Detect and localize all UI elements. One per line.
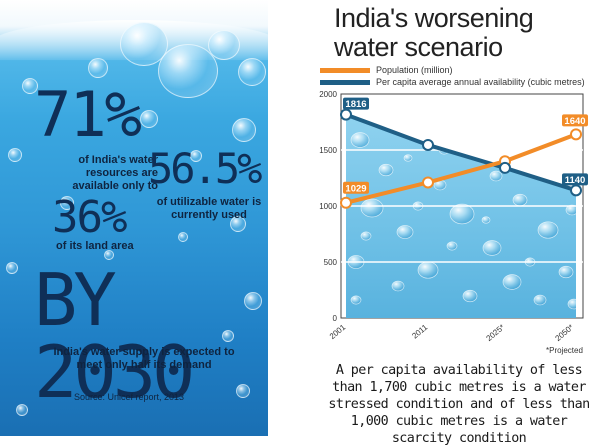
data-label-box (562, 114, 588, 127)
water-droplet (512, 193, 528, 207)
water-droplet (396, 225, 414, 239)
water-droplet (533, 294, 547, 306)
stat-71-percent: 71% (34, 78, 142, 151)
water-droplet (558, 265, 574, 279)
series-line-population (345, 132, 577, 205)
bubble (238, 58, 266, 86)
left-panel: 71% of India's water resources are avail… (0, 0, 268, 436)
data-point (422, 176, 434, 189)
headline-by-2030: BY 2030 (34, 258, 195, 414)
water-droplet (565, 204, 576, 216)
bubble (104, 250, 114, 260)
water-droplet (489, 170, 503, 182)
data-label: 1029 (345, 183, 366, 194)
chart-description: A per capita availability of less than 1… (328, 363, 590, 446)
bubble (222, 330, 234, 342)
legend-label-availability: Per capita average annual availability (… (376, 77, 585, 87)
data-point (570, 184, 582, 197)
bubble (230, 216, 246, 232)
water-droplet (377, 114, 391, 124)
water-droplet (433, 179, 447, 191)
water-droplet (567, 298, 576, 310)
data-point (499, 161, 511, 174)
stat-56-percent: 56.5% (148, 144, 262, 193)
water-droplet (403, 154, 413, 162)
data-point (340, 108, 352, 121)
y-tick-label: 1000 (319, 202, 337, 211)
data-point (340, 196, 352, 209)
legend-swatch-availability (320, 79, 370, 85)
bubble (140, 110, 158, 128)
bubble (190, 150, 202, 162)
x-tick-label: 2050* (553, 323, 575, 343)
bubble (158, 44, 218, 98)
water-droplet (360, 231, 372, 241)
legend-item-availability: Per capita average annual availability (… (320, 76, 600, 88)
x-tick-label: 2025* (484, 323, 506, 343)
source-note: Source: Unicef report, 2013 (74, 392, 185, 402)
bubble (6, 262, 18, 274)
y-tick-label: 2000 (319, 90, 337, 99)
water-droplet (537, 221, 559, 239)
water-droplet (446, 241, 458, 251)
chart-title: India's worsening water scenario (334, 3, 534, 62)
y-tick-label: 0 (333, 314, 338, 323)
bubble (178, 232, 188, 242)
stat-56-caption: of utilizable water is currently used (156, 196, 262, 221)
data-label: 1816 (345, 99, 366, 110)
projected-footnote: *Projected (546, 346, 583, 355)
bubble (232, 118, 256, 142)
data-point (499, 155, 511, 168)
plot-frame (340, 93, 584, 319)
legend-swatch-population (320, 67, 370, 73)
water-droplet (524, 257, 536, 267)
water-droplet (378, 163, 394, 177)
bubble (8, 148, 22, 162)
data-point (570, 128, 582, 141)
data-label-box (343, 97, 369, 110)
series-line-availability (345, 112, 577, 193)
water-droplet (350, 132, 370, 148)
bubble (22, 78, 38, 94)
water-droplet (417, 261, 439, 279)
data-label-box (343, 181, 369, 194)
x-tick-label: 2001 (328, 322, 348, 341)
availability-area (346, 114, 576, 318)
bubble (60, 196, 74, 210)
water-droplet (462, 289, 478, 303)
x-tick-label: 2011 (410, 322, 429, 340)
stat-71-caption: of India's water resources are available… (72, 154, 158, 192)
headline-caption: India's water supply is expected to meet… (53, 346, 235, 371)
data-label: 1140 (565, 175, 586, 186)
data-label-box (562, 173, 588, 186)
water-droplet (482, 240, 502, 256)
stat-36-caption: of its land area (56, 240, 134, 252)
bubble (208, 30, 240, 60)
chart-legend: Population (million) Per capita average … (320, 64, 600, 88)
data-label: 1640 (564, 116, 585, 127)
water-droplet (481, 216, 491, 224)
water-droplet (350, 295, 362, 305)
water-droplet (347, 255, 365, 269)
bubble (88, 58, 108, 78)
water-droplet (449, 203, 475, 225)
water-droplet (502, 274, 522, 290)
y-tick-label: 500 (324, 258, 338, 267)
water-droplet (391, 280, 405, 292)
water-droplet (412, 201, 424, 211)
legend-item-population: Population (million) (320, 64, 600, 76)
stat-36-percent: 36% (52, 192, 127, 243)
y-tick-label: 1500 (319, 146, 337, 155)
water-droplet (438, 145, 450, 155)
data-point (422, 138, 434, 151)
bubble (244, 292, 262, 310)
bubble (16, 404, 28, 416)
legend-label-population: Population (million) (376, 65, 453, 75)
water-droplet (360, 198, 384, 218)
droplet-group (347, 114, 576, 310)
bubble (236, 384, 250, 398)
